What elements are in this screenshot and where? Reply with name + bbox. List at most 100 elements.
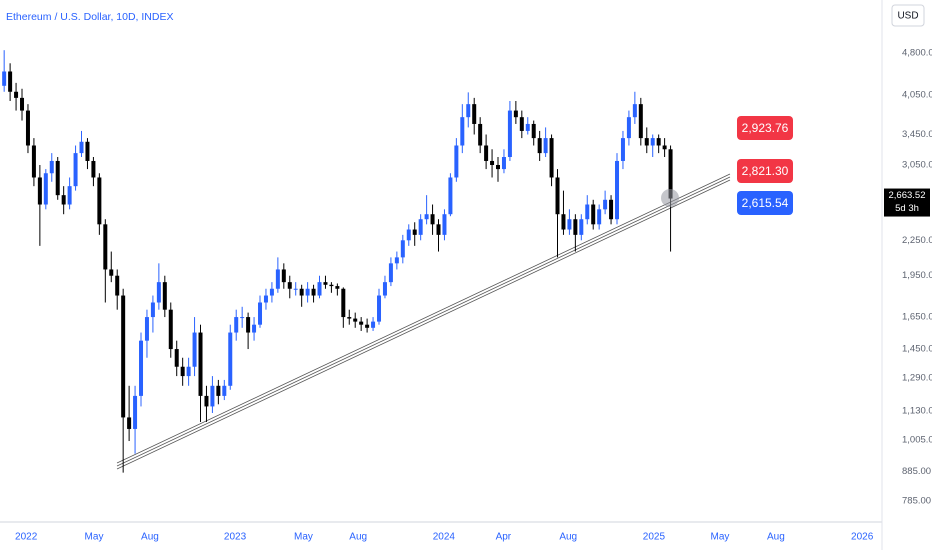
trendline-middle <box>116 176 731 467</box>
candle-body <box>394 257 399 264</box>
candle-body <box>478 123 483 146</box>
candle-body <box>430 214 435 225</box>
candle-body <box>20 97 25 111</box>
x-tick-label: 2022 <box>15 532 38 543</box>
candle-body <box>25 110 30 146</box>
y-tick-label: 1,290.00 <box>902 373 932 384</box>
candle-body <box>127 417 132 429</box>
x-tick-label: 2026 <box>851 532 874 543</box>
trendline <box>116 173 731 470</box>
candle-body <box>174 349 179 367</box>
candle-body <box>454 145 459 178</box>
candle-body <box>650 138 655 146</box>
candle-body <box>85 141 90 161</box>
candle-body <box>436 224 441 235</box>
y-tick-label: 2,250.00 <box>902 235 932 246</box>
candle-body <box>168 309 173 350</box>
y-tick-label: 3,450.00 <box>902 129 932 140</box>
candle-body <box>299 288 304 296</box>
candle-body <box>91 160 96 178</box>
y-tick-label: 4,050.00 <box>902 89 932 100</box>
countdown-label: 5d 3h <box>895 203 919 214</box>
price-tags: 2,923.76 2,821.30 2,615.54 2,663.52 5d 3h <box>737 116 930 217</box>
candle-body <box>525 123 530 131</box>
candle-body <box>418 219 423 235</box>
candle-body <box>323 282 328 285</box>
candle-body <box>156 282 161 303</box>
candle-body <box>632 104 637 118</box>
y-tick-label: 1,650.00 <box>902 312 932 323</box>
candle-body <box>252 324 257 333</box>
price-tag-box <box>737 116 793 140</box>
candle-body <box>133 395 138 429</box>
last-price-box <box>884 188 930 217</box>
candle-body <box>139 340 144 396</box>
y-tick-label: 1,950.00 <box>902 270 932 281</box>
price-tag-label: 2,821.30 <box>742 164 789 178</box>
x-tick-label: Aug <box>767 532 785 543</box>
candle-body <box>472 104 477 124</box>
candle-body <box>103 224 108 270</box>
x-tick-label: Aug <box>349 532 367 543</box>
candle-body <box>537 138 542 154</box>
candle-body <box>579 219 584 235</box>
currency-label[interactable]: USD <box>897 11 918 22</box>
x-tick-label: 2023 <box>224 532 247 543</box>
candle-body <box>37 177 42 205</box>
candle-body <box>246 317 251 333</box>
candle-body <box>121 295 126 418</box>
candle-body <box>31 145 36 178</box>
y-tick-label: 1,130.00 <box>902 405 932 416</box>
candle-body <box>341 288 346 318</box>
candle-body <box>626 117 631 139</box>
candle-body <box>656 138 661 146</box>
candle-body <box>347 317 352 319</box>
candle-body <box>228 332 233 386</box>
candle-body <box>662 145 667 150</box>
x-tick-label: May <box>294 532 313 543</box>
y-tick-label: 1,005.00 <box>902 434 932 445</box>
candle-body <box>186 366 191 377</box>
y-tick-label: 1,450.00 <box>902 344 932 355</box>
candle-body <box>603 199 608 210</box>
candle-body <box>531 123 536 139</box>
candle-body <box>67 186 72 205</box>
candle-body <box>496 164 501 170</box>
candle-body <box>371 321 376 328</box>
candle-body <box>460 117 465 146</box>
x-tick-label: Aug <box>141 532 159 543</box>
candle-body <box>79 141 84 154</box>
candle-body <box>365 324 370 328</box>
price-tag-label: 2,923.76 <box>742 121 789 135</box>
candle-body <box>8 71 13 92</box>
x-tick-label: 2024 <box>433 532 456 543</box>
candle-body <box>335 286 340 289</box>
candle-body <box>234 317 239 333</box>
candle-body <box>109 269 114 276</box>
candle-body <box>210 385 215 407</box>
candle-body <box>615 160 620 220</box>
candle-body <box>43 173 48 205</box>
candle-body <box>293 288 298 290</box>
candle-body <box>144 317 149 341</box>
candle-body <box>513 110 518 118</box>
candle-body <box>519 117 524 131</box>
candle-body <box>275 269 280 289</box>
candle-body <box>377 295 382 322</box>
candle-body <box>668 149 673 199</box>
candle-body <box>317 282 322 296</box>
candle-body <box>388 263 393 283</box>
candle-body <box>216 385 221 396</box>
chart-title: Ethereum / U.S. Dollar, 10D, INDEX <box>6 11 173 23</box>
candle-body <box>14 91 19 98</box>
candle-body <box>609 199 614 220</box>
candle-body <box>561 214 566 230</box>
currency-button[interactable] <box>891 4 925 27</box>
y-tick-label: 785.00 <box>902 495 931 506</box>
candle-body <box>424 214 429 220</box>
candle-body <box>329 284 334 287</box>
trendline-lower <box>116 179 731 470</box>
candle-body <box>442 214 447 235</box>
candle-body <box>501 157 506 170</box>
